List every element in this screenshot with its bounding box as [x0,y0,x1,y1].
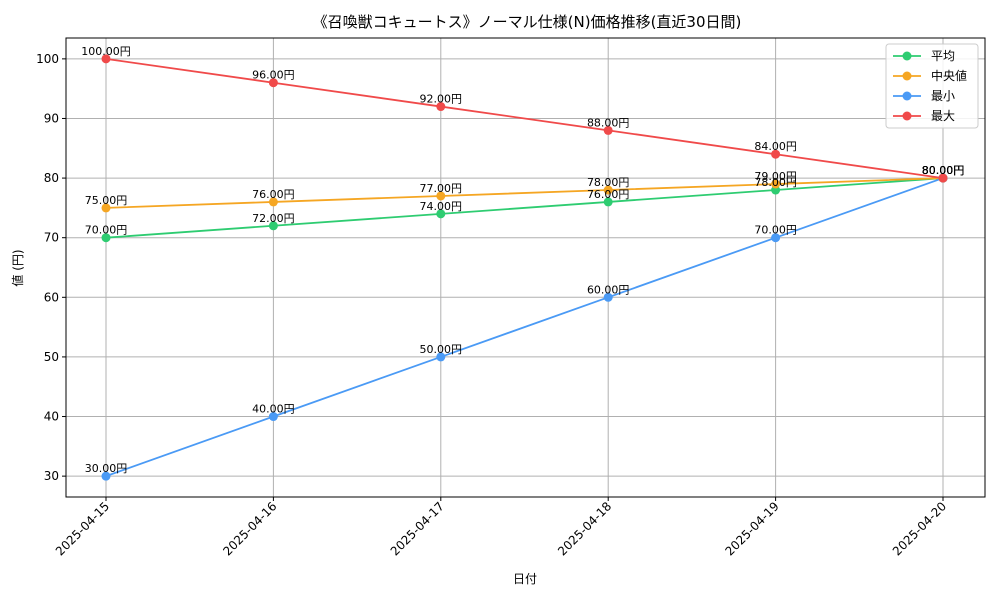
data-label: 80.00円 [922,164,965,177]
data-label: 74.00円 [420,200,463,213]
data-label: 96.00円 [252,69,295,82]
series-line-3 [105,57,944,179]
data-label: 88.00円 [587,116,630,129]
data-label: 75.00円 [85,194,128,207]
data-point [436,209,446,219]
y-tick-label: 90 [44,111,59,125]
data-label: 60.00円 [587,283,630,296]
data-label: 79.00円 [754,170,797,183]
legend-marker [902,91,912,101]
legend-marker [902,111,912,121]
y-tick-label: 60 [44,290,59,304]
data-label: 80.00円 [922,164,965,177]
data-label: 92.00円 [420,93,463,106]
data-label: 78.00円 [587,176,630,189]
data-point [603,197,613,207]
data-label: 70.00円 [85,224,128,237]
legend-marker [902,51,912,61]
data-label: 30.00円 [85,462,128,475]
legend-label: 最小 [931,89,955,103]
data-label: 84.00円 [754,140,797,153]
x-axis-label: 日付 [513,572,537,586]
data-point [268,197,278,207]
series-points [101,54,948,481]
plot-frame [65,37,986,498]
data-point [268,78,278,88]
data-label: 80.00円 [922,164,965,177]
data-label: 76.00円 [252,188,295,201]
data-point [101,471,111,481]
y-axis-ticks: 30 40 50 60 70 80 90 100 [36,52,66,483]
y-tick-label: 30 [44,469,59,483]
y-tick-label: 70 [44,231,59,245]
data-label: 80.00円 [922,164,965,177]
series-line-0 [105,177,944,239]
data-point [101,233,111,243]
data-label: 40.00円 [252,403,295,416]
legend-label: 平均 [931,49,955,63]
data-point [603,292,613,302]
y-axis-label: 値 (円) [10,249,25,286]
legend-label: 最大 [931,109,955,123]
data-point [603,125,613,135]
y-tick-label: 50 [44,350,59,364]
data-point [268,412,278,422]
series-lines [105,57,944,477]
data-point [436,191,446,201]
data-point [771,233,781,243]
series-line-1 [105,177,944,209]
data-label: 100.00円 [81,45,131,58]
data-point [101,203,111,213]
data-label: 76.00円 [587,188,630,201]
y-tick-label: 80 [44,171,59,185]
data-point [268,221,278,231]
data-point [771,149,781,159]
legend-box [885,43,979,129]
data-labels: 70.00円72.00円74.00円76.00円78.00円80.00円75.0… [81,45,964,475]
y-tick-label: 40 [44,410,59,424]
data-label: 77.00円 [420,182,463,195]
data-label: 72.00円 [252,212,295,225]
data-point [603,185,613,195]
data-point [938,173,948,183]
grid-lines [66,38,985,497]
legend-label: 中央値 [931,68,967,83]
series-line-2 [105,177,944,477]
y-tick-label: 100 [36,52,59,66]
data-point [771,179,781,189]
data-point [436,352,446,362]
data-label: 50.00円 [420,343,463,356]
data-label: 78.00円 [754,176,797,189]
chart-title: 《召喚獣コキュートス》ノーマル仕様(N)価格推移(直近30日間) [313,13,742,31]
data-label: 70.00円 [754,224,797,237]
data-point [101,54,111,64]
legend-marker [902,71,912,81]
data-point [436,102,446,112]
